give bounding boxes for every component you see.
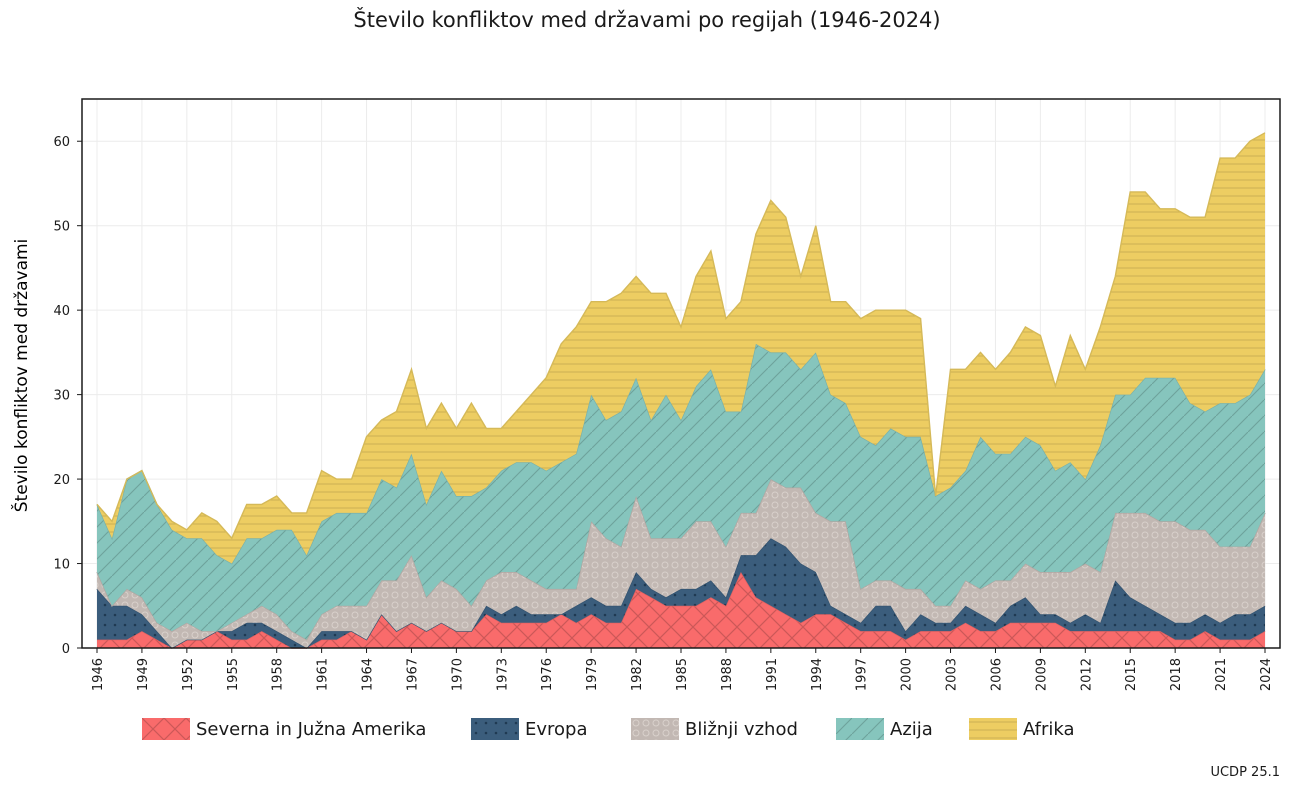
y-tick-label: 10 xyxy=(53,558,70,573)
y-tick-label: 0 xyxy=(62,642,70,657)
legend-label: Evropa xyxy=(525,718,588,740)
chart-title: Število konfliktov med državami po regij… xyxy=(353,8,941,32)
x-tick-label: 1955 xyxy=(226,658,241,691)
axis-ticks: 0 10 20 30 40 50 60 1946 1949 1952 1955 1958 1961 196… xyxy=(53,135,1274,691)
legend-item: Evropa xyxy=(471,713,588,745)
x-tick-label: 2006 xyxy=(989,658,1004,691)
x-tick-label: 1994 xyxy=(810,658,825,691)
source-note: UCDP 25.1 xyxy=(1210,765,1280,780)
x-tick-label: 1973 xyxy=(495,658,510,691)
legend-label: Azija xyxy=(890,718,933,740)
area-series-1 xyxy=(97,538,1265,648)
x-tick-label: 2024 xyxy=(1259,658,1274,691)
legend-item: Bližnji vzhod xyxy=(631,713,798,745)
x-tick-label: 1964 xyxy=(361,658,376,691)
x-tick-label: 1988 xyxy=(720,658,735,691)
y-axis-label: Število konfliktov med državami xyxy=(10,239,32,513)
legend: Severna in Južna Amerika Evropa Bližnji vz… xyxy=(0,713,1294,745)
x-tick-label: 1952 xyxy=(181,658,196,691)
legend-swatch xyxy=(836,718,884,740)
area-series-3 xyxy=(97,343,1265,640)
y-tick-label: 50 xyxy=(53,220,70,235)
legend-swatch xyxy=(969,718,1017,740)
x-tick-label: 1967 xyxy=(405,658,420,691)
x-tick-label: 1958 xyxy=(271,658,286,691)
area-series-group xyxy=(96,132,1266,649)
area-series-0 xyxy=(97,572,1265,648)
area-series-2 xyxy=(97,479,1265,648)
x-tick-label: 2018 xyxy=(1169,658,1184,691)
y-tick-label: 30 xyxy=(53,389,70,404)
legend-label: Afrika xyxy=(1023,718,1075,740)
x-tick-label: 1985 xyxy=(675,658,690,691)
legend-label: Severna in Južna Amerika xyxy=(196,718,427,740)
x-tick-label: 2021 xyxy=(1214,658,1229,691)
legend-swatch xyxy=(471,718,519,740)
x-tick-label: 1949 xyxy=(136,658,151,691)
x-tick-label: 1991 xyxy=(765,658,780,691)
legend-item: Afrika xyxy=(969,713,1075,745)
y-tick-label: 60 xyxy=(53,135,70,150)
x-tick-label: 1961 xyxy=(316,658,331,691)
x-tick-label: 1997 xyxy=(855,658,870,691)
x-tick-label: 2015 xyxy=(1124,658,1139,691)
y-tick-label: 40 xyxy=(53,304,70,319)
x-tick-label: 1976 xyxy=(540,658,555,691)
legend-swatch xyxy=(631,718,679,740)
x-tick-label: 2003 xyxy=(945,658,960,691)
x-tick-label: 1970 xyxy=(450,658,465,691)
x-tick-label: 1982 xyxy=(630,658,645,691)
legend-item: Azija xyxy=(836,713,933,745)
legend-label: Bližnji vzhod xyxy=(685,718,798,740)
y-tick-label: 20 xyxy=(53,473,70,488)
legend-swatch xyxy=(142,718,190,740)
x-tick-label: 2012 xyxy=(1079,658,1094,691)
x-tick-label: 2000 xyxy=(900,658,915,691)
legend-item: Severna in Južna Amerika xyxy=(142,713,426,745)
x-tick-label: 1979 xyxy=(585,658,600,691)
x-tick-label: 2009 xyxy=(1034,658,1049,691)
x-tick-label: 1946 xyxy=(91,658,106,691)
area-series-line-4 xyxy=(96,132,1266,540)
area-series-4 xyxy=(97,132,1265,564)
